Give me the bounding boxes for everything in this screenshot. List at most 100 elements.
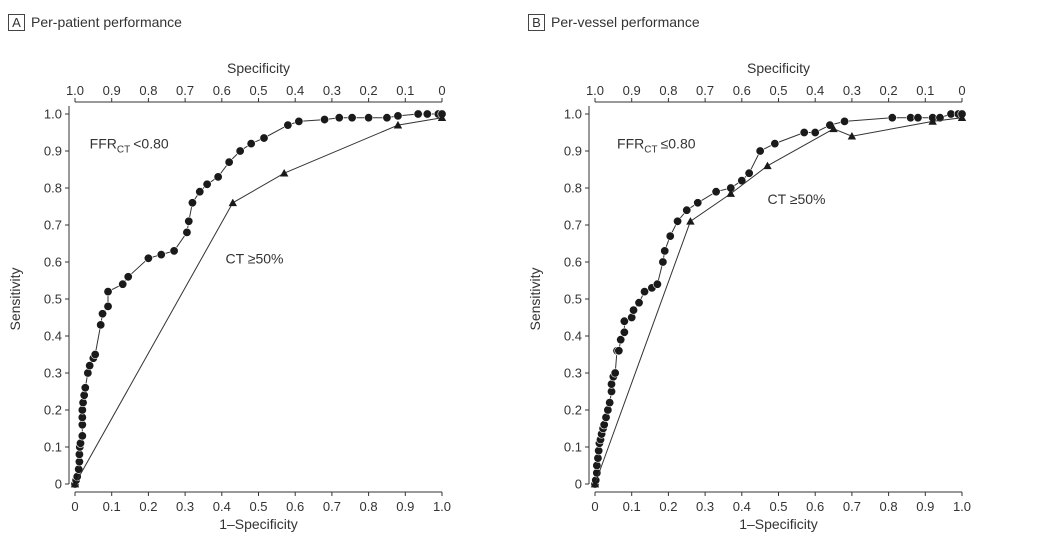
data-point [652, 279, 662, 289]
x-tick-label: 1.0 [433, 499, 451, 514]
data-point [770, 139, 780, 149]
data-point [228, 198, 238, 207]
y-axis-title: Sensitivity [527, 267, 543, 330]
data-point [913, 113, 923, 123]
x2-tick-label: 0.8 [139, 83, 157, 98]
x-tick-label: 0.7 [323, 499, 341, 514]
data-point [957, 113, 967, 122]
panel-a-title: Per-patient performance [31, 14, 182, 30]
x2-tick-label: 0.7 [176, 83, 194, 98]
y-tick-label: 1.0 [44, 107, 62, 122]
data-point [437, 113, 447, 122]
x2-tick-label: 0.5 [249, 83, 267, 98]
data-point [603, 405, 613, 415]
data-point [123, 272, 133, 282]
series-line [74, 113, 442, 485]
data-point [629, 305, 639, 315]
panel-b-title: Per-vessel performance [551, 14, 700, 30]
data-point [182, 227, 192, 237]
data-point [80, 383, 90, 393]
data-point [605, 398, 615, 408]
x-tick-label: 0.7 [843, 499, 861, 514]
series-line [594, 117, 963, 485]
y-tick-label: 0.1 [44, 440, 62, 455]
x2-tick-label: 0.3 [323, 83, 341, 98]
data-point [224, 157, 234, 167]
data-point [660, 246, 670, 256]
data-point [726, 189, 735, 197]
y-tick-label: 0 [55, 477, 62, 492]
data-point [118, 279, 128, 289]
data-point [610, 368, 620, 378]
data-point [382, 113, 392, 123]
data-point [799, 128, 809, 138]
data-point [763, 161, 772, 170]
data-point [599, 420, 609, 430]
panel-b: B Per-vessel performance 0 1.0 0.1 0.9 0.2 0.… [520, 0, 1040, 537]
data-point [593, 453, 603, 463]
roc-chart-per-patient: 0 1.0 0.1 0.9 0.2 0.8 0.3 0.7 0.4 0.6 0.5 0.5 0.6 0.4… [7, 60, 451, 532]
series-ct [590, 113, 967, 488]
data-point [76, 438, 86, 448]
data-point [634, 298, 644, 308]
series-label-suffix: <0.80 [133, 136, 169, 152]
x-tick-label: 0.9 [396, 499, 414, 514]
series-label: FFRCT ≤0.80 [617, 136, 696, 156]
x-tick-label: 0.6 [806, 499, 824, 514]
y-tick-label: 0.4 [564, 329, 582, 344]
y-tick-label: 0 [575, 477, 582, 492]
data-point [693, 198, 703, 208]
data-point [928, 117, 937, 125]
panel-a: A Per-patient performance 0 1.0 0.1 0.9 0.2 0… [0, 0, 520, 537]
x2-tick-label: 0.8 [659, 83, 677, 98]
y-tick-label: 0.9 [564, 144, 582, 159]
series-label-name: FFR [617, 136, 644, 152]
x2-tick-label: 0.1 [916, 83, 934, 98]
data-point [887, 113, 897, 123]
data-point [744, 168, 754, 178]
series-label-name: CT ≥50% [225, 250, 283, 266]
y-axis-title: Sensitivity [7, 267, 23, 330]
data-point [592, 460, 602, 470]
data-point [594, 446, 604, 456]
data-point [156, 250, 166, 260]
x2-axis-title: Specificity [747, 60, 810, 76]
data-point [810, 128, 820, 138]
data-point [103, 287, 113, 297]
x2-tick-label: 0.7 [696, 83, 714, 98]
data-point [847, 132, 857, 140]
y-tick-label: 0.3 [44, 366, 62, 381]
x2-tick-label: 0.2 [360, 83, 378, 98]
data-point [640, 287, 650, 297]
data-point [614, 346, 624, 356]
x-tick-label: 1.0 [953, 499, 971, 514]
x-tick-label: 0.4 [733, 499, 751, 514]
y-tick-label: 0.1 [564, 440, 582, 455]
x-tick-label: 0.3 [176, 499, 194, 514]
data-point [187, 198, 197, 208]
y-tick-label: 0.7 [564, 218, 582, 233]
data-point [422, 109, 432, 119]
x2-tick-label: 0 [958, 83, 965, 98]
data-point [825, 120, 835, 130]
data-point [78, 398, 88, 408]
panel-a-letter: A [8, 13, 25, 31]
x-tick-label: 0.1 [623, 499, 641, 514]
data-point [658, 257, 668, 267]
x2-tick-label: 0.5 [769, 83, 787, 98]
data-point [169, 246, 179, 256]
x-tick-label: 0 [591, 499, 598, 514]
data-point [103, 301, 113, 311]
x2-tick-label: 0.4 [286, 83, 304, 98]
data-point [711, 187, 721, 197]
series-line [594, 113, 962, 485]
x-tick-label: 0.4 [213, 499, 231, 514]
data-point [283, 120, 293, 130]
y-tick-label: 0.5 [564, 292, 582, 307]
data-point [347, 113, 357, 123]
data-point [413, 109, 423, 119]
data-point [682, 205, 692, 215]
x2-tick-label: 0.2 [880, 83, 898, 98]
data-point [619, 327, 629, 337]
data-point [184, 216, 194, 226]
